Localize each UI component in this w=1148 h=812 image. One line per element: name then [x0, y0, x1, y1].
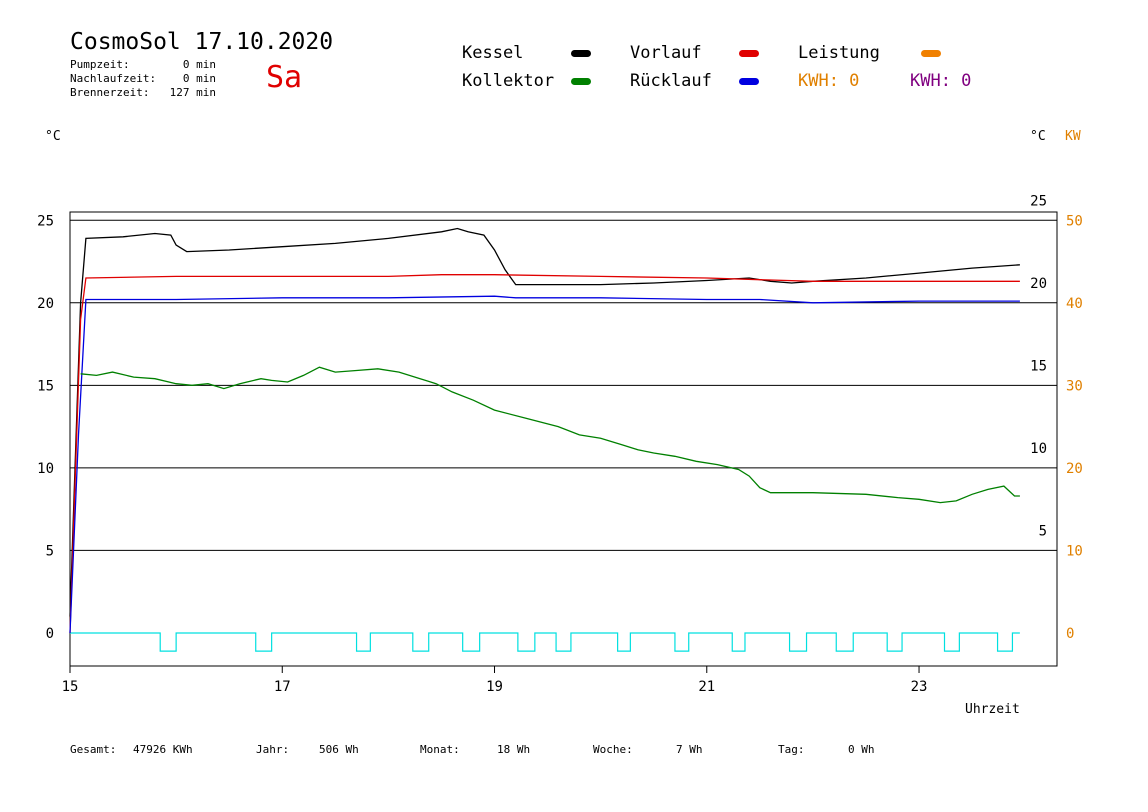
chart-grid — [69, 211, 1058, 667]
series-line-kollektor — [80, 366, 1020, 504]
right-kw-tick-label: 40 — [1066, 296, 1083, 312]
right-kw-tick-label: 30 — [1066, 378, 1083, 394]
chart-ticks: 0 5 10 15 20 25 5 10 15 20 25 0 10 20 30 40 50 15 17 19 21 23 — [37, 193, 1083, 695]
legend-swatch-vorlauf — [739, 50, 759, 57]
stat-value-pumpzeit: 0 min — [182, 58, 216, 71]
legend-vorlauf: Vorlauf — [630, 43, 702, 63]
left-tick-label: 15 — [37, 378, 54, 394]
legend-ruecklauf: Rücklauf — [630, 71, 712, 91]
left-tick-label: 5 — [46, 543, 54, 559]
series-line-rücklauf — [69, 295, 1020, 634]
legend-leistung: Leistung — [798, 43, 880, 63]
series-line-kessel — [69, 227, 1020, 617]
footer-value-tag: 0 Wh — [848, 743, 875, 756]
right-axis-unit-celsius: °C — [1030, 129, 1046, 144]
left-tick-label: 0 — [46, 626, 54, 642]
right-kw-tick-label: 0 — [1066, 626, 1074, 642]
footer-label-jahr: Jahr: — [256, 743, 290, 756]
legend-swatch-kollektor — [571, 78, 591, 85]
stat-label-pumpzeit: Pumpzeit: — [70, 58, 130, 71]
x-tick-label: 15 — [62, 679, 79, 695]
series-line-vorlauf — [69, 274, 1020, 634]
legend-swatch-leistung — [921, 50, 941, 57]
right-kw-tick-label: 20 — [1066, 461, 1083, 477]
left-tick-label: 20 — [37, 296, 54, 312]
right-celsius-tick-label: 5 — [1039, 523, 1047, 539]
footer-value-woche: 7 Wh — [676, 743, 703, 756]
left-axis-unit: °C — [45, 129, 61, 144]
footer-label-gesamt: Gesamt: — [70, 743, 117, 756]
footer-label-monat: Monat: — [420, 743, 460, 756]
plot-frame — [69, 211, 1058, 667]
legend-kollektor: Kollektor — [462, 71, 555, 91]
footer-value-monat: 18 Wh — [497, 743, 531, 756]
weekday-label: Sa — [266, 60, 303, 95]
stat-value-nachlaufzeit: 0 min — [182, 72, 216, 85]
x-tick-label: 17 — [274, 679, 291, 695]
right-kw-tick-label: 10 — [1066, 543, 1083, 559]
right-celsius-tick-label: 25 — [1030, 193, 1047, 209]
footer-value-gesamt: 47926 KWh — [133, 743, 193, 756]
right-kw-tick-label: 50 — [1066, 213, 1083, 229]
stat-label-brennerzeit: Brennerzeit: — [70, 86, 150, 99]
legend-kwh-leistung: KWH: 0 — [798, 71, 860, 91]
footer-label-tag: Tag: — [778, 743, 805, 756]
left-tick-label: 25 — [37, 213, 54, 229]
right-celsius-tick-label: 10 — [1030, 441, 1047, 457]
x-tick-label: 21 — [698, 679, 715, 695]
stat-value-brennerzeit: 127 min — [169, 86, 216, 99]
x-tick-label: 23 — [911, 679, 928, 695]
stat-label-nachlaufzeit: Nachlaufzeit: — [70, 72, 157, 85]
legend-kessel: Kessel — [462, 43, 524, 63]
right-axis-unit-kw: KW — [1065, 129, 1081, 144]
page-title: CosmoSol 17.10.2020 — [70, 29, 334, 55]
x-tick-label: 19 — [486, 679, 503, 695]
x-axis-label: Uhrzeit — [965, 702, 1020, 717]
footer-label-woche: Woche: — [593, 743, 633, 756]
left-tick-label: 10 — [37, 461, 54, 477]
footer-value-jahr: 506 Wh — [319, 743, 359, 756]
right-celsius-tick-label: 20 — [1030, 276, 1047, 292]
legend-kwh-total: KWH: 0 — [910, 71, 972, 91]
legend-swatch-ruecklauf — [739, 78, 759, 85]
chart-series — [69, 227, 1020, 652]
legend-swatch-kessel — [571, 50, 591, 57]
right-celsius-tick-label: 15 — [1030, 358, 1047, 374]
pump-pulse-line — [70, 632, 1020, 652]
